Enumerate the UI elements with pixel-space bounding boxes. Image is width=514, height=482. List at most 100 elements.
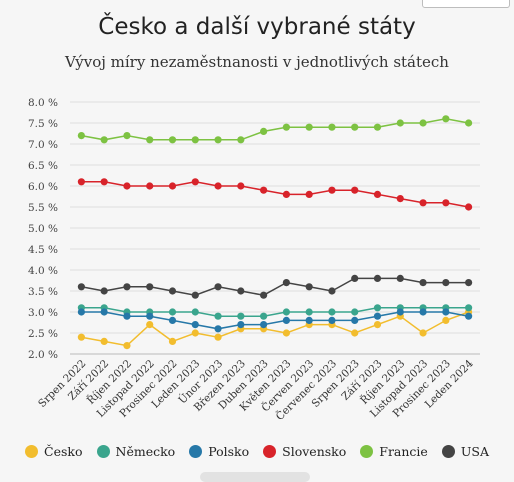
hidden-legend-row: [200, 472, 310, 482]
data-point: [77, 283, 85, 291]
legend-item[interactable]: Česko: [25, 444, 83, 459]
data-point: [123, 132, 131, 140]
series-Polsko: [77, 308, 473, 333]
series-USA: [77, 274, 473, 299]
y-tick-label: 4.0 %: [28, 265, 58, 277]
y-tick-label: 5.0 %: [28, 223, 58, 235]
data-point: [351, 329, 359, 337]
data-point: [419, 119, 427, 127]
data-point: [191, 291, 199, 299]
data-point: [442, 316, 450, 324]
legend-item[interactable]: Německo: [96, 444, 176, 459]
data-point: [305, 283, 313, 291]
corner-control[interactable]: [422, 0, 510, 8]
data-point: [214, 283, 222, 291]
legend-item[interactable]: Slovensko: [263, 444, 346, 459]
data-point: [328, 316, 336, 324]
legend-item[interactable]: Polsko: [189, 444, 249, 459]
data-point: [373, 123, 382, 131]
data-point: [396, 119, 404, 127]
data-point: [351, 308, 359, 316]
data-point: [237, 321, 245, 329]
data-point: [328, 123, 336, 131]
data-point: [419, 199, 427, 207]
series-Slovensko: [77, 178, 473, 211]
data-point: [77, 333, 85, 341]
data-point: [373, 321, 382, 329]
data-point: [282, 316, 290, 324]
data-point: [351, 274, 359, 282]
data-point: [168, 287, 177, 295]
legend-label: Polsko: [208, 444, 250, 459]
data-point: [191, 321, 199, 329]
data-point: [465, 119, 473, 127]
legend-label: Česko: [44, 444, 83, 459]
data-point: [146, 182, 154, 190]
data-point: [100, 136, 108, 144]
y-tick-label: 3.5 %: [28, 286, 58, 298]
y-tick-label: 2.5 %: [28, 328, 58, 340]
data-point: [214, 325, 222, 333]
data-point: [373, 304, 382, 312]
y-tick-label: 6.5 %: [28, 160, 58, 172]
data-point: [373, 274, 382, 282]
data-point: [237, 312, 245, 320]
data-point: [465, 304, 473, 312]
legend-label: Francie: [379, 444, 428, 459]
data-point: [191, 329, 199, 337]
y-tick-label: 2.0 %: [28, 349, 58, 361]
y-tick-label: 7.0 %: [28, 139, 58, 151]
legend-item[interactable]: USA: [441, 444, 489, 459]
data-point: [237, 136, 245, 144]
legend-label: Německo: [115, 444, 176, 459]
legend-item[interactable]: Francie: [360, 444, 428, 459]
data-point: [305, 316, 313, 324]
data-point: [214, 333, 222, 341]
data-point: [77, 132, 85, 140]
data-point: [191, 308, 199, 316]
data-point: [77, 178, 85, 186]
data-point: [168, 182, 177, 190]
series-line: [81, 311, 469, 347]
top-strip: [0, 0, 514, 6]
data-point: [328, 186, 336, 194]
data-point: [123, 312, 131, 320]
legend-swatch: [441, 445, 455, 458]
y-tick-label: 6.0 %: [28, 181, 58, 193]
data-point: [328, 287, 336, 295]
data-point: [328, 308, 336, 316]
data-point: [260, 321, 268, 329]
data-point: [214, 182, 222, 190]
data-point: [260, 186, 268, 194]
data-point: [465, 279, 473, 287]
data-point: [260, 312, 268, 320]
legend-swatch: [189, 445, 203, 458]
y-tick-label: 5.5 %: [28, 202, 58, 214]
data-point: [237, 287, 245, 295]
chart-legend: Česko Německo Polsko Slovensko Francie USA: [0, 444, 514, 459]
data-point: [373, 312, 382, 320]
data-point: [282, 123, 290, 131]
series-line: [81, 118, 469, 141]
series-line: [81, 311, 469, 330]
data-point: [146, 283, 154, 291]
y-tick-label: 7.5 %: [28, 118, 58, 130]
data-point: [146, 321, 154, 329]
data-point: [305, 190, 313, 198]
data-point: [465, 203, 473, 211]
series-line: [81, 307, 469, 317]
data-point: [419, 329, 427, 337]
data-point: [77, 308, 85, 316]
data-point: [351, 186, 359, 194]
data-point: [260, 291, 268, 299]
legend-swatch: [263, 445, 277, 458]
series-Francie: [77, 115, 473, 144]
data-point: [465, 312, 473, 320]
data-point: [168, 308, 177, 316]
y-tick-label: 3.0 %: [28, 307, 58, 319]
legend-label: Slovensko: [282, 444, 347, 459]
data-point: [282, 279, 290, 287]
data-point: [214, 136, 222, 144]
data-point: [305, 123, 313, 131]
data-point: [168, 337, 177, 345]
